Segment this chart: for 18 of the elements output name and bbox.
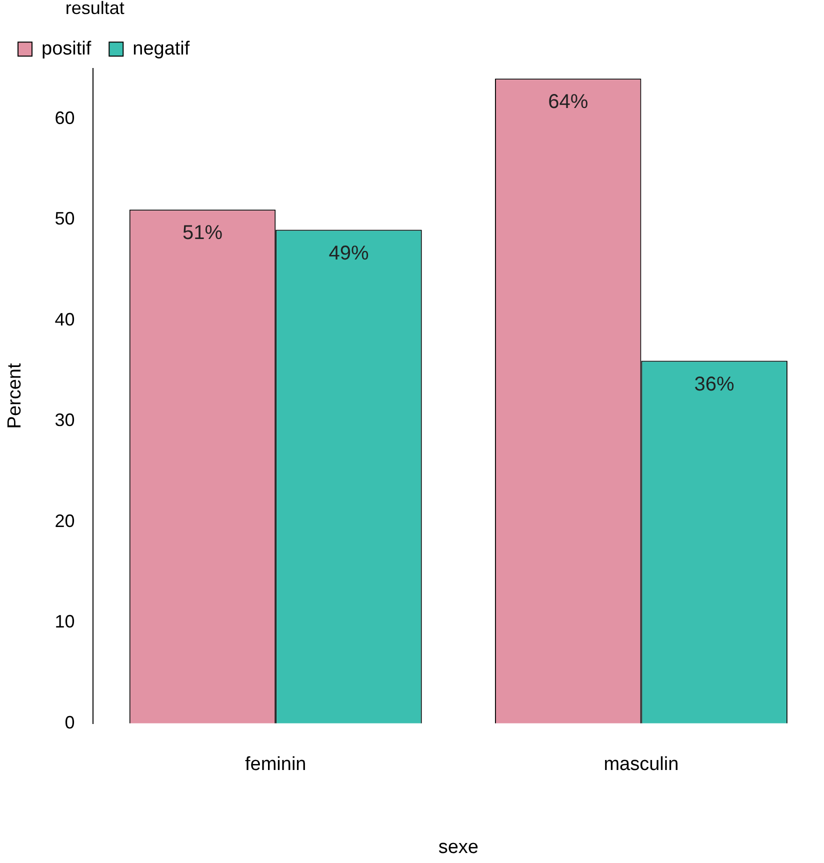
y-tick-label: 0 [64, 712, 75, 732]
data-label: 49% [328, 242, 369, 264]
data-label: 36% [694, 373, 735, 396]
x-tick-label: feminin [244, 754, 306, 776]
y-axis-title: Percent [4, 362, 26, 429]
y-tick-label: 20 [54, 510, 75, 531]
x-tick-label: masculin [604, 754, 679, 776]
legend-label: negatif [132, 38, 190, 60]
legend-label: positif [42, 38, 92, 60]
x-axis-title: sexe [438, 836, 478, 858]
data-label: 51% [182, 222, 223, 244]
y-tick-label: 50 [54, 208, 75, 229]
y-tick-label: 10 [54, 612, 75, 632]
y-tick-label: 60 [54, 108, 75, 128]
data-label: 64% [548, 91, 588, 114]
y-tick-label: 40 [54, 309, 75, 330]
legend-title: resultat [65, 0, 124, 18]
y-tick-label: 30 [54, 410, 75, 430]
